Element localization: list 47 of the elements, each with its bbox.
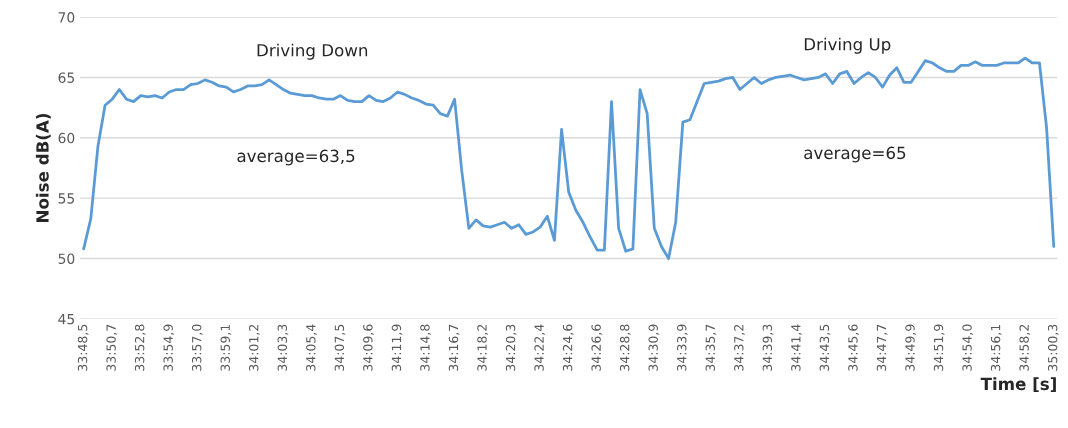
x-tick-label: 34:43,5 bbox=[819, 324, 831, 371]
x-tick-label: 34:45,6 bbox=[848, 324, 859, 371]
y-tick-label: 45 bbox=[58, 314, 75, 325]
x-tick-label: 33:54,9 bbox=[163, 324, 175, 371]
y-tick-label: 50 bbox=[58, 253, 75, 264]
x-tick-label: 34:39,3 bbox=[762, 324, 774, 371]
x-tick-label: 33:59,1 bbox=[220, 324, 232, 371]
x-tick-label: 34:51,9 bbox=[933, 324, 945, 371]
x-tick-label: 33:48,5 bbox=[77, 324, 89, 371]
annotation: average=63,5 bbox=[237, 149, 355, 166]
annotation: Driving Down bbox=[257, 43, 368, 60]
annotation: Driving Up bbox=[804, 37, 891, 54]
y-tick-label: 70 bbox=[58, 12, 75, 23]
x-tick-label: 34:54,0 bbox=[962, 324, 974, 371]
annotation: average=65 bbox=[804, 146, 906, 163]
x-tick-label: 34:30,9 bbox=[648, 324, 660, 371]
x-tick-label: 34:07,5 bbox=[334, 324, 346, 371]
x-tick-label: 34:58,2 bbox=[1019, 324, 1031, 371]
x-tick-label: 34:56,1 bbox=[990, 324, 1002, 371]
x-tick-label: 34:47,7 bbox=[876, 324, 888, 371]
x-tick-label: 34:18,2 bbox=[477, 324, 489, 371]
x-tick-label: 34:22,4 bbox=[534, 324, 546, 371]
y-tick-label: 55 bbox=[58, 193, 75, 204]
x-tick-label: 34:49,9 bbox=[905, 324, 916, 371]
y-tick-label: 65 bbox=[58, 72, 75, 83]
x-tick-label: 34:33,9 bbox=[677, 324, 688, 371]
x-tick-label: 34:24,6 bbox=[562, 324, 574, 371]
x-tick-label: 34:35,7 bbox=[705, 324, 717, 371]
x-tick-label: 34:01,2 bbox=[249, 324, 260, 371]
x-tick-label: 34:41,4 bbox=[791, 324, 802, 371]
x-tick-label: 34:14,8 bbox=[420, 324, 431, 371]
x-tick-label: 34:20,3 bbox=[505, 324, 517, 371]
x-tick-label: 33:57,0 bbox=[191, 324, 203, 371]
x-tick-label: 33:52,8 bbox=[134, 324, 146, 371]
y-tick-label: 60 bbox=[58, 132, 75, 144]
x-tick-label: 33:50,7 bbox=[106, 324, 118, 371]
x-axis-title: Time [s] bbox=[980, 377, 1056, 393]
x-tick-label: 34:16,7 bbox=[448, 324, 460, 371]
x-tick-label: 34:09,6 bbox=[363, 324, 374, 371]
y-axis-title: Noise dB(A) bbox=[35, 113, 51, 222]
x-tick-label: 34:28,8 bbox=[619, 324, 631, 371]
x-tick-label: 34:11,9 bbox=[391, 324, 403, 371]
x-tick-label: 34:05,4 bbox=[306, 324, 317, 371]
x-tick-label: 34:03,3 bbox=[277, 324, 289, 371]
x-tick-label: 34:26,6 bbox=[591, 324, 603, 371]
x-tick-label: 35:00,3 bbox=[1047, 324, 1059, 371]
x-tick-label: 34:37,2 bbox=[734, 324, 745, 371]
